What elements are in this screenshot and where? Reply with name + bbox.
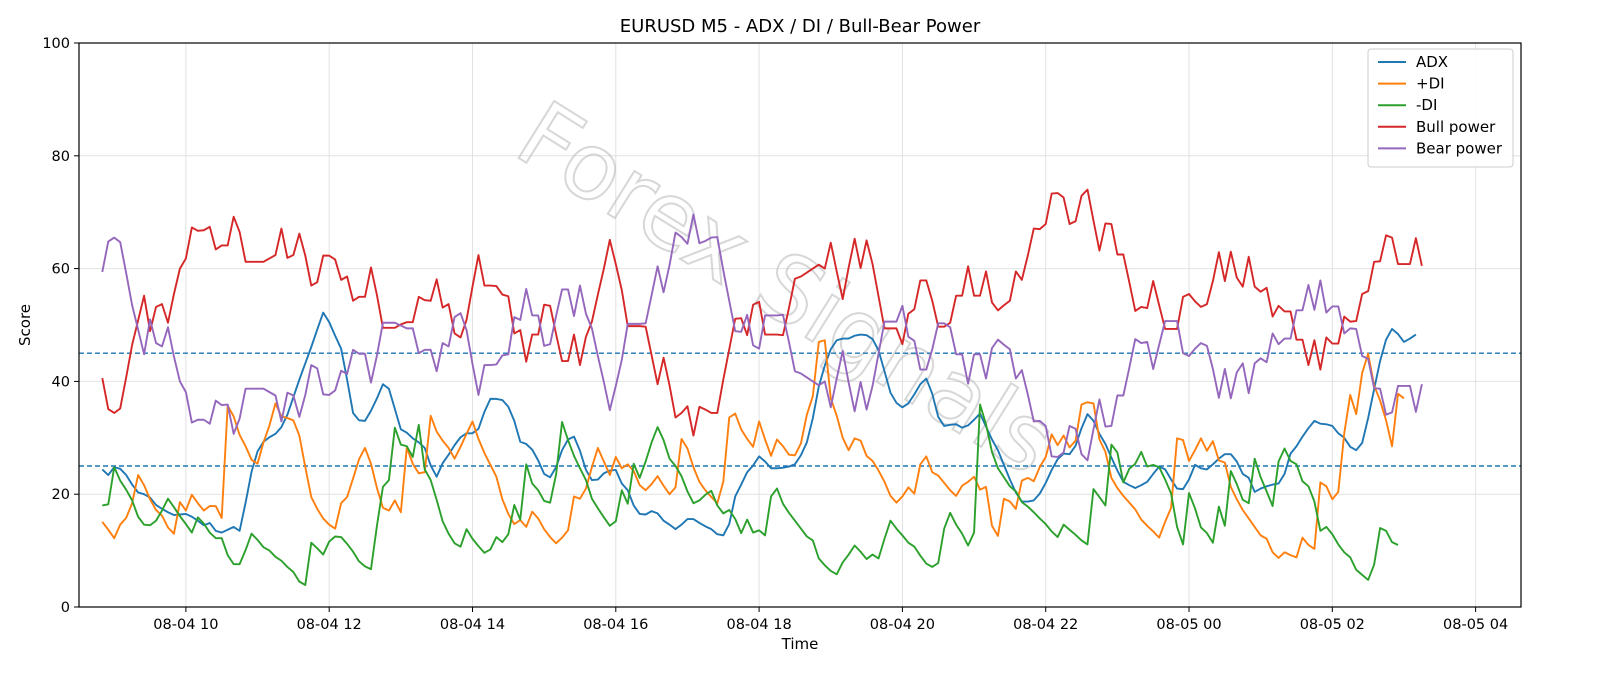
y-tick-label-5: 100 [42, 36, 70, 52]
y-tick-label-3: 60 [52, 262, 70, 278]
legend: ADX +DI -DI Bull power Bear power [1367, 48, 1514, 168]
legend-label-bear-power: Bear power [1416, 139, 1503, 157]
x-tick-label-6: 08-04 22 [1013, 617, 1078, 633]
y-tick-label-0: 0 [61, 600, 70, 616]
legend-label-adx: ADX [1416, 53, 1448, 71]
x-tick-label-7: 08-05 00 [1156, 617, 1221, 633]
x-tick-label-2: 08-04 14 [440, 617, 505, 633]
x-tick-label-4: 08-04 18 [726, 617, 791, 633]
series-line-bull-power [101, 188, 1423, 437]
plot-frame [78, 42, 1522, 608]
x-tick-label-5: 08-04 20 [870, 617, 935, 633]
x-tick-label-3: 08-04 16 [583, 617, 648, 633]
y-axis-title: Score [16, 304, 34, 346]
y-tick-label-2: 40 [52, 374, 70, 390]
series-line-di [101, 339, 1405, 559]
series-line-bear-power [101, 213, 1423, 462]
x-tick-label-8: 08-05 02 [1300, 617, 1365, 633]
legend-box [1367, 48, 1514, 168]
x-tick-label-9: 08-05 04 [1443, 617, 1508, 633]
legend-label-di: +DI [1416, 75, 1445, 93]
legend-label-di: -DI [1416, 96, 1437, 114]
y-tick-label-4: 80 [52, 149, 70, 165]
x-axis-ticks: 08-04 10 08-04 12 08-04 14 08-04 16 08-04 18… [153, 607, 1508, 633]
series-layer [101, 188, 1423, 586]
series-line-adx [101, 311, 1417, 537]
x-tick-label-0: 08-04 10 [153, 617, 218, 633]
threshold-lines [79, 352, 1521, 467]
x-axis-title: Time [781, 635, 819, 653]
y-axis-ticks: 0 20 40 60 80 100 [42, 36, 79, 616]
legend-label-bull-power: Bull power [1416, 118, 1496, 136]
chart-title: EURUSD M5 - ADX / DI / Bull-Bear Power [620, 16, 981, 37]
series-line-di [102, 403, 1399, 586]
y-tick-label-1: 20 [52, 487, 70, 503]
x-tick-label-1: 08-04 12 [297, 617, 362, 633]
